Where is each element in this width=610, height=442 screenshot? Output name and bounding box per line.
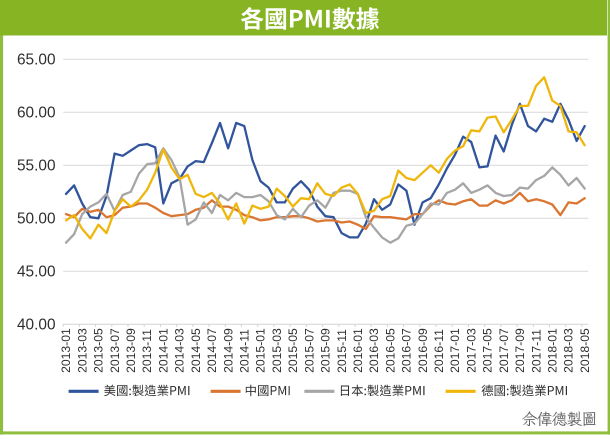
svg-text:2016-05: 2016-05 — [383, 328, 397, 373]
svg-text:2014-03: 2014-03 — [173, 328, 187, 373]
svg-text:2018-03: 2018-03 — [562, 328, 576, 373]
svg-text:2015-03: 2015-03 — [270, 328, 284, 373]
svg-text:2013-05: 2013-05 — [92, 328, 106, 373]
svg-text:2014-01: 2014-01 — [157, 328, 171, 373]
svg-text:2014-05: 2014-05 — [189, 328, 203, 373]
svg-text:2015-07: 2015-07 — [302, 328, 316, 373]
svg-text:2017-07: 2017-07 — [497, 328, 511, 373]
svg-text:2017-03: 2017-03 — [464, 328, 478, 373]
svg-text:65.00: 65.00 — [17, 52, 56, 69]
svg-text:2016-01: 2016-01 — [351, 328, 365, 373]
svg-text:2017-09: 2017-09 — [513, 328, 527, 373]
svg-text:2018-05: 2018-05 — [578, 328, 592, 373]
svg-text:2016-03: 2016-03 — [367, 328, 381, 373]
svg-text:2013-09: 2013-09 — [124, 328, 138, 373]
svg-text:50.00: 50.00 — [17, 211, 56, 228]
svg-text:2016-09: 2016-09 — [416, 328, 430, 373]
svg-text:2016-07: 2016-07 — [400, 328, 414, 373]
svg-text:2015-11: 2015-11 — [335, 329, 349, 373]
svg-text:2017-01: 2017-01 — [448, 328, 462, 373]
svg-text:2015-09: 2015-09 — [319, 328, 333, 373]
svg-text:2013-07: 2013-07 — [108, 328, 122, 373]
svg-text:2014-11: 2014-11 — [238, 329, 252, 373]
svg-text:2013-01: 2013-01 — [59, 328, 73, 373]
svg-text:2013-11: 2013-11 — [140, 329, 154, 373]
svg-text:2015-05: 2015-05 — [286, 328, 300, 373]
svg-text:2016-11: 2016-11 — [432, 329, 446, 373]
svg-text:45.00: 45.00 — [17, 264, 56, 281]
svg-text:2014-07: 2014-07 — [205, 328, 219, 373]
svg-text:2014-09: 2014-09 — [221, 328, 235, 373]
svg-text:2017-11: 2017-11 — [529, 329, 543, 373]
svg-text:55.00: 55.00 — [17, 158, 56, 175]
svg-text:60.00: 60.00 — [17, 105, 56, 122]
svg-text:40.00: 40.00 — [17, 317, 56, 334]
svg-text:2018-01: 2018-01 — [546, 328, 560, 373]
svg-text:2013-03: 2013-03 — [75, 328, 89, 373]
svg-text:2017-05: 2017-05 — [481, 328, 495, 373]
svg-text:2015-01: 2015-01 — [254, 328, 268, 373]
